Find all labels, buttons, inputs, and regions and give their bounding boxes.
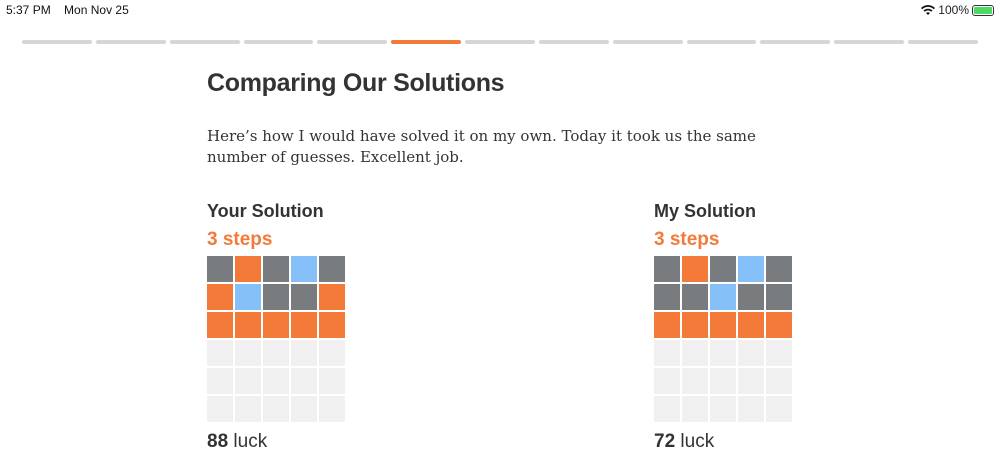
- page-title: Comparing Our Solutions: [207, 69, 505, 97]
- tile-empty: [207, 368, 233, 394]
- tile-orange: [235, 312, 261, 338]
- tile-orange: [207, 284, 233, 310]
- battery-charging-icon: [972, 4, 994, 16]
- progress-segment: [612, 40, 683, 44]
- tile-empty: [766, 340, 792, 366]
- tile-gray: [682, 284, 708, 310]
- tile-empty: [263, 340, 289, 366]
- tile-empty: [235, 396, 261, 422]
- tile-empty: [654, 340, 680, 366]
- tile-empty: [710, 340, 736, 366]
- luck-value: 72: [654, 431, 676, 452]
- tile-orange: [319, 312, 345, 338]
- progress-segment: [908, 40, 978, 44]
- tile-empty: [291, 340, 317, 366]
- tile-empty: [235, 368, 261, 394]
- tile-empty: [207, 396, 233, 422]
- progress-segment: [317, 40, 388, 44]
- tile-blue: [235, 284, 261, 310]
- tile-empty: [682, 396, 708, 422]
- wifi-icon: [921, 4, 936, 15]
- status-bar-right: 100%: [921, 3, 994, 17]
- tile-gray: [263, 284, 289, 310]
- progress-segment: [169, 40, 240, 44]
- tile-orange: [766, 312, 792, 338]
- progress-segment: [243, 40, 314, 44]
- steps-count: 3 steps: [207, 229, 273, 250]
- tile-blue: [710, 284, 736, 310]
- tile-gray: [291, 284, 317, 310]
- luck-label: luck: [233, 431, 268, 452]
- your-solution: Your Solution 3 steps 88 luck: [207, 201, 345, 453]
- tile-orange: [682, 256, 708, 282]
- tile-gray: [207, 256, 233, 282]
- tile-blue: [291, 256, 317, 282]
- luck-score: 88 luck: [207, 431, 345, 453]
- tile-orange: [319, 284, 345, 310]
- steps-count: 3 steps: [654, 229, 720, 250]
- tile-empty: [710, 396, 736, 422]
- tile-gray: [319, 256, 345, 282]
- tile-gray: [738, 284, 764, 310]
- tile-empty: [263, 368, 289, 394]
- progress-segment: [538, 40, 609, 44]
- progress-segment: [95, 40, 166, 44]
- intro-text: Here’s how I would have solved it on my …: [207, 127, 756, 166]
- tile-empty: [654, 368, 680, 394]
- solution-heading: My Solution: [654, 201, 756, 221]
- my-solution: My Solution 3 steps 72 luck: [654, 201, 792, 453]
- luck-label: luck: [680, 431, 715, 452]
- tile-orange: [738, 312, 764, 338]
- tile-empty: [263, 396, 289, 422]
- tile-empty: [319, 340, 345, 366]
- tile-empty: [235, 340, 261, 366]
- battery-percent: 100%: [938, 3, 969, 17]
- tile-empty: [766, 368, 792, 394]
- tile-gray: [263, 256, 289, 282]
- tile-empty: [738, 396, 764, 422]
- tile-empty: [207, 340, 233, 366]
- tile-gray: [654, 256, 680, 282]
- tile-orange: [654, 312, 680, 338]
- tile-empty: [682, 340, 708, 366]
- luck-value: 88: [207, 431, 229, 452]
- tile-orange: [263, 312, 289, 338]
- tile-orange: [235, 256, 261, 282]
- solution-heading: Your Solution: [207, 201, 324, 221]
- tile-empty: [291, 368, 317, 394]
- solution-grid: [654, 256, 792, 422]
- tile-orange: [291, 312, 317, 338]
- status-date: Mon Nov 25: [64, 3, 129, 17]
- tile-empty: [319, 396, 345, 422]
- progress-bar: [22, 40, 978, 44]
- tile-empty: [319, 368, 345, 394]
- tile-orange: [710, 312, 736, 338]
- tile-gray: [766, 284, 792, 310]
- tile-orange: [207, 312, 233, 338]
- tile-gray: [710, 256, 736, 282]
- solution-grid: [207, 256, 345, 422]
- tile-gray: [766, 256, 792, 282]
- tile-empty: [291, 396, 317, 422]
- tile-empty: [738, 340, 764, 366]
- tile-orange: [682, 312, 708, 338]
- progress-segment: [686, 40, 757, 44]
- tile-blue: [738, 256, 764, 282]
- progress-segment: [834, 40, 905, 44]
- tile-empty: [766, 396, 792, 422]
- tile-empty: [710, 368, 736, 394]
- tile-empty: [682, 368, 708, 394]
- progress-segment: [760, 40, 831, 44]
- progress-segment: [391, 40, 462, 44]
- tile-empty: [654, 396, 680, 422]
- luck-score: 72 luck: [654, 431, 792, 453]
- status-bar-left: 5:37 PM Mon Nov 25: [6, 3, 139, 17]
- status-time: 5:37 PM: [6, 3, 51, 17]
- progress-segment: [22, 40, 92, 44]
- progress-segment: [465, 40, 535, 44]
- tile-gray: [654, 284, 680, 310]
- tile-empty: [738, 368, 764, 394]
